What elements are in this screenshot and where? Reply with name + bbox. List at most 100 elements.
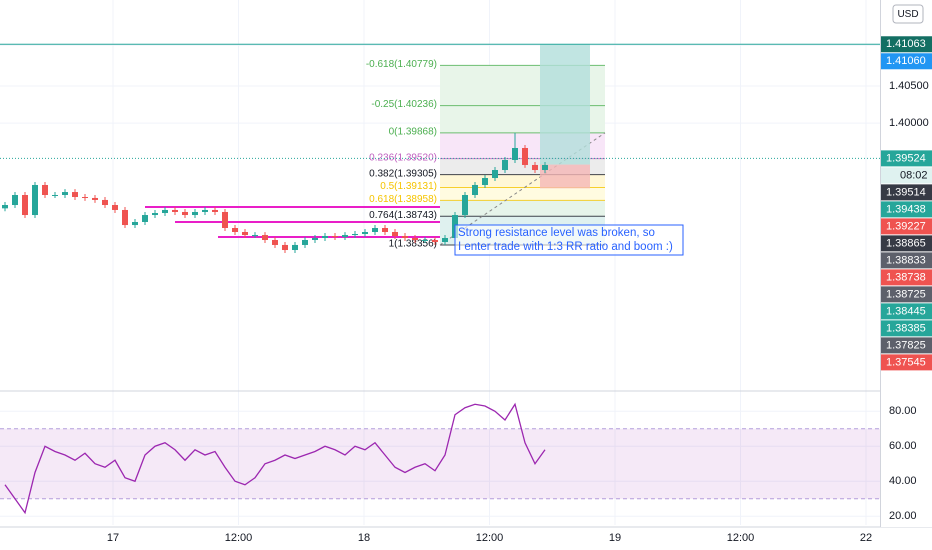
- annotation-text: Strong resistance level was broken, so: [458, 227, 655, 239]
- price-marker-label: 1.38445: [886, 305, 926, 317]
- candle-body: [372, 227, 378, 232]
- candle-body: [12, 195, 18, 206]
- currency-box[interactable]: [892, 4, 924, 24]
- candle-body: [312, 238, 318, 241]
- candle-body: [92, 197, 98, 200]
- x-tick-label: 18: [358, 532, 370, 544]
- fib-label: -0.25(1.40236): [371, 99, 437, 110]
- candle-body: [462, 195, 468, 216]
- candle-body: [82, 197, 88, 199]
- candle-body: [42, 184, 48, 195]
- plot: -0.618(1.40779) -0.25(1.40236) 0(1.39868) 0…: [0, 43, 880, 515]
- y-tick-label: 1.40000: [889, 117, 929, 129]
- candle-body: [382, 227, 388, 232]
- candle-body: [192, 211, 198, 216]
- candle-body: [112, 205, 118, 210]
- price-marker: [881, 53, 932, 70]
- currency[interactable]: USD: [897, 9, 918, 20]
- candle-body: [402, 236, 408, 239]
- price-marker: [881, 252, 932, 269]
- y-tick-label: 1.40500: [889, 80, 929, 92]
- price-marker: [881, 269, 932, 286]
- axis: 17 12:00 18 12:00 19 12:00 22 1.40000 1.40500 1.4…: [107, 36, 932, 544]
- candle-body: [282, 244, 288, 251]
- candle-body: [142, 215, 148, 222]
- price-marker-label: 1.39227: [886, 220, 926, 232]
- candle-body: [232, 227, 238, 232]
- x-tick-label: 12:00: [727, 532, 755, 544]
- position-loss: [540, 164, 590, 189]
- rsi-tick-label: 80.00: [889, 405, 917, 417]
- candle-body: [442, 238, 448, 243]
- candle-body: [22, 195, 28, 216]
- price-marker-label: 1.38833: [886, 254, 926, 266]
- price-marker-label: 1.37825: [886, 339, 926, 351]
- price-marker: [881, 184, 932, 201]
- rsi-line: [4, 402, 546, 515]
- price-marker-label: 1.37545: [886, 356, 926, 368]
- fib-label: 0.5(1.39131): [380, 181, 437, 192]
- candle-body: [222, 211, 228, 228]
- candle-body: [242, 231, 248, 236]
- candle-body: [532, 164, 538, 171]
- price-marker: [881, 235, 932, 252]
- fib-label: 0(1.39868): [389, 127, 437, 138]
- rsi-tick-label: 60.00: [889, 440, 917, 452]
- candle-body: [412, 238, 418, 241]
- candle-body: [302, 240, 308, 245]
- price-marker-label: 1.41060: [886, 55, 926, 67]
- fib-label: 0.618(1.38958): [369, 194, 437, 205]
- price-marker-label: 1.39514: [886, 186, 926, 198]
- price-marker-label: 1.39438: [886, 203, 926, 215]
- price-marker-label: 1.38738: [886, 271, 926, 283]
- candle-body: [342, 235, 348, 238]
- price-marker: [881, 150, 932, 167]
- candle-body: [122, 209, 128, 226]
- candle-body: [162, 209, 168, 214]
- candle-body: [432, 240, 438, 243]
- candle-body: [62, 192, 68, 195]
- candle-body: [332, 236, 338, 238]
- candle-body: [482, 178, 488, 185]
- candle-body: [362, 231, 368, 234]
- price-marker: [881, 218, 932, 235]
- price-marker: [881, 286, 932, 303]
- fib-label: 0.382(1.39305): [369, 168, 437, 179]
- candle-body: [322, 236, 328, 239]
- candle-body: [172, 209, 178, 212]
- candle-body: [472, 184, 478, 195]
- countdown: 08:02: [900, 169, 928, 181]
- candle-body: [542, 164, 548, 171]
- candle-body: [272, 240, 278, 245]
- fib-label: 0.236(1.39520): [369, 152, 437, 163]
- x-tick-label: 22: [860, 532, 872, 544]
- fib-label: 0.764(1.38743): [369, 210, 437, 221]
- x-tick-label: 19: [609, 532, 621, 544]
- price-marker: [881, 36, 932, 53]
- candle-body: [72, 192, 78, 198]
- price-marker: [881, 201, 932, 218]
- candle-body: [52, 195, 58, 196]
- candle-body: [352, 234, 358, 236]
- fib-label: 1(1.38356): [389, 239, 437, 250]
- candle-body: [102, 199, 108, 206]
- candle-body: [522, 147, 528, 165]
- price-marker-label: 1.41063: [886, 38, 926, 50]
- candle-body: [292, 244, 298, 251]
- position-profit: [540, 44, 590, 165]
- price-marker: [881, 337, 932, 354]
- candle-body: [32, 184, 38, 216]
- candle-body: [392, 231, 398, 237]
- candle-body: [182, 211, 188, 216]
- candle-body: [262, 235, 268, 241]
- price-marker-label: 1.39524: [886, 152, 926, 164]
- annotation-box: [454, 224, 684, 256]
- candle-body: [252, 235, 258, 237]
- candle-body: [492, 170, 498, 179]
- fib-band: [440, 187, 605, 201]
- price-marker-label: 1.38865: [886, 237, 926, 249]
- price-marker-label: 1.38725: [886, 288, 926, 300]
- rsi-tick-label: 40.00: [889, 475, 917, 487]
- candle-body: [422, 240, 428, 242]
